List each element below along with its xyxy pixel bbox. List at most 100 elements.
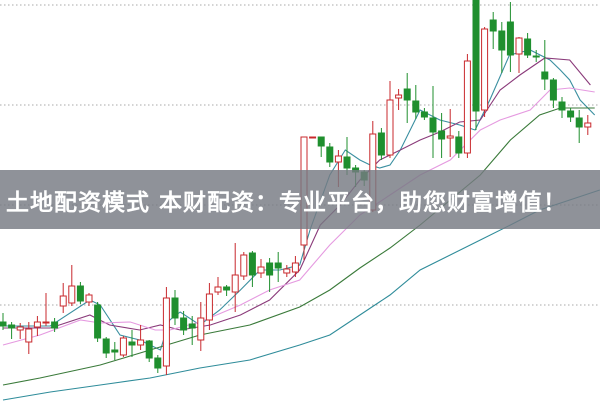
ma20-line	[2, 87, 595, 346]
candle-down	[549, 78, 557, 108]
candle-body	[498, 30, 506, 51]
candle-up	[205, 283, 213, 330]
candle-body	[377, 132, 385, 156]
candle-up	[283, 265, 291, 277]
candle-down	[377, 128, 385, 160]
candle-down	[76, 282, 84, 304]
candle-body	[317, 136, 325, 147]
candle-down	[506, 2, 514, 72]
candle-body	[567, 110, 575, 118]
candle-down	[154, 355, 162, 373]
candle-down	[326, 143, 334, 167]
candle-body	[188, 323, 196, 329]
candle-body	[145, 340, 153, 359]
candle-body	[429, 117, 437, 133]
candle-down	[266, 258, 274, 292]
candle-down	[171, 290, 179, 325]
candle-up	[257, 259, 265, 278]
candle-up	[386, 81, 394, 158]
candle-down	[429, 86, 437, 158]
candle-body	[412, 100, 420, 113]
candle-down	[180, 311, 188, 335]
candle-body	[549, 79, 557, 101]
candle-body	[94, 304, 102, 339]
candle-body	[446, 135, 454, 139]
candle-down	[438, 113, 446, 158]
candle-body	[171, 297, 179, 319]
candle-up	[463, 54, 471, 158]
candle-body	[76, 285, 84, 302]
candle-body	[309, 136, 317, 139]
candle-body	[274, 262, 282, 269]
candle-body	[240, 254, 248, 277]
candle-up	[197, 302, 205, 351]
candle-down	[532, 50, 540, 62]
candle-up	[214, 277, 222, 295]
candle-body	[102, 338, 110, 354]
candle-down	[223, 285, 231, 296]
candle-up	[59, 283, 67, 313]
candle-body	[515, 37, 523, 55]
candle-body	[33, 321, 41, 328]
candle-body	[558, 101, 566, 111]
candle-body	[25, 328, 33, 343]
candle-up	[395, 89, 403, 110]
candle-body	[575, 117, 583, 128]
candle-down	[524, 33, 532, 58]
candle-body	[68, 285, 76, 304]
candle-body	[59, 295, 67, 307]
candle-body	[386, 99, 394, 156]
candle-body	[51, 321, 59, 329]
candle-up	[309, 136, 317, 139]
candle-body	[334, 155, 342, 163]
candle-body	[343, 156, 351, 169]
candle-body	[119, 337, 127, 356]
candle-body	[489, 19, 497, 32]
candle-body	[257, 266, 265, 274]
candle-body	[231, 274, 239, 293]
candle-body	[248, 252, 256, 276]
candle-down	[567, 108, 575, 122]
candle-up	[231, 243, 239, 312]
candle-down	[489, 12, 497, 49]
candle-body	[111, 349, 119, 353]
candle-up	[16, 323, 24, 339]
candle-body	[137, 339, 145, 346]
candle-up	[446, 109, 454, 157]
candle-body	[506, 21, 514, 56]
candle-body	[291, 262, 299, 273]
candle-body	[326, 146, 334, 163]
candle-up	[119, 336, 127, 357]
candle-down	[455, 131, 463, 158]
candle-down	[188, 316, 196, 345]
candle-body	[403, 88, 411, 101]
candle-body	[8, 324, 16, 329]
candle-body	[223, 286, 231, 291]
candle-up	[584, 115, 592, 135]
candle-down	[412, 85, 420, 119]
candle-up	[481, 27, 489, 117]
candle-body	[197, 317, 205, 341]
candle-body	[205, 293, 213, 321]
candle-up	[85, 293, 93, 306]
overlay-banner: 土地配资模式 本财配资：专业平台，助您财富增值！	[0, 170, 600, 229]
candle-body	[16, 326, 24, 331]
candle-body	[438, 130, 446, 140]
candle-body	[524, 38, 532, 56]
candle-body	[128, 341, 136, 346]
candle-down	[558, 97, 566, 118]
candle-down	[0, 313, 7, 330]
candle-body	[0, 321, 7, 327]
candle-up	[515, 37, 523, 73]
banner-text: 土地配资模式 本财配资：专业平台，助您财富增值！	[6, 189, 568, 216]
candle-body	[463, 60, 471, 154]
candle-up	[68, 265, 76, 306]
candle-body	[420, 111, 428, 118]
candle-body	[472, 0, 480, 112]
candle-down	[51, 318, 59, 332]
candle-body	[532, 55, 540, 58]
candle-body	[180, 317, 188, 331]
candle-up	[162, 287, 170, 375]
candle-body	[266, 262, 274, 276]
